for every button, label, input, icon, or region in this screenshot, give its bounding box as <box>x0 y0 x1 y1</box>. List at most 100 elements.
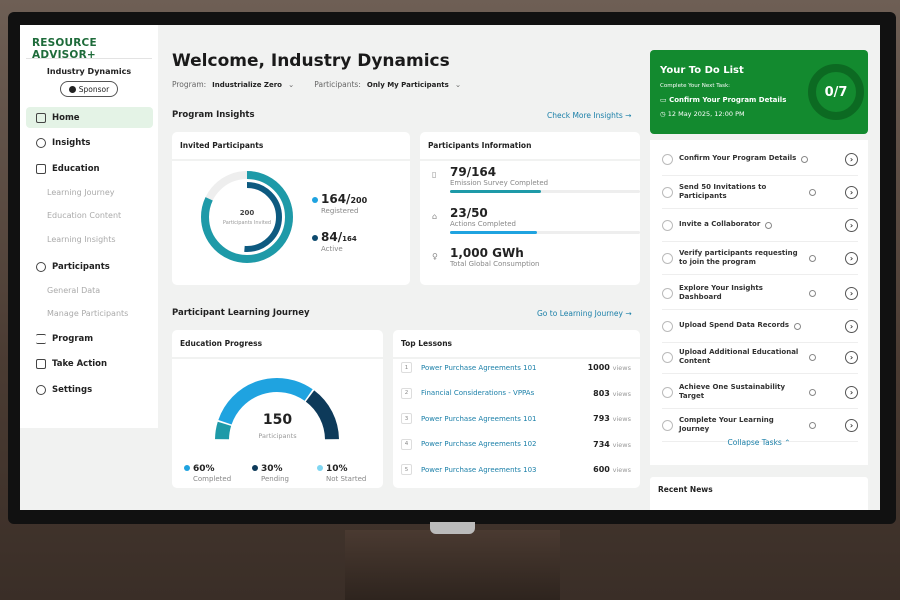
invited-participants-card: Invited Participants 200 Participants In… <box>172 132 410 285</box>
lesson-title[interactable]: Power Purchase Agreements 101 <box>421 414 537 423</box>
chevron-right-icon[interactable]: › <box>845 418 858 432</box>
lesson-row[interactable]: 3 Power Purchase Agreements 101 793 views <box>401 413 631 424</box>
help-icon[interactable] <box>809 188 816 196</box>
check-more-insights-link[interactable]: Check More Insights → <box>547 111 632 120</box>
task-checkbox[interactable] <box>662 419 673 431</box>
todo-header: Your To Do List Complete Your Next Task:… <box>650 50 868 134</box>
task-checkbox[interactable] <box>662 287 673 299</box>
chevron-right-icon[interactable]: › <box>845 385 858 399</box>
sidebar-sub-education-content[interactable]: Education Content <box>47 211 122 220</box>
sidebar-item-home[interactable]: Home <box>26 107 153 128</box>
participants-select[interactable]: Only My Participants <box>366 80 449 89</box>
lesson-row[interactable]: 1 Power Purchase Agreements 101 1000 views <box>401 362 631 373</box>
task-label: Achieve One Sustainability Target <box>679 382 786 400</box>
lesson-title[interactable]: Power Purchase Agreements 103 <box>421 465 537 474</box>
task-checkbox[interactable] <box>662 252 673 264</box>
chevron-right-icon[interactable]: › <box>845 218 858 232</box>
legend-not-started: 10% Not Started <box>317 456 366 483</box>
gauge-not-started <box>215 421 232 440</box>
todo-progress-ring: 0/7 <box>808 64 864 120</box>
sidebar-item-participants[interactable]: Participants <box>26 256 153 277</box>
card-title: Education Progress <box>172 330 383 359</box>
sidebar-sub-general-data[interactable]: General Data <box>47 286 101 295</box>
help-icon[interactable] <box>809 254 816 262</box>
learning-journey-heading: Participant Learning Journey <box>172 308 310 318</box>
chevron-down-icon[interactable]: ⌄ <box>454 80 462 89</box>
task-checkbox[interactable] <box>662 351 673 363</box>
card-title: Top Lessons <box>393 330 640 359</box>
invited-donut-chart: 200 <box>201 171 293 263</box>
gauge-center-label: Participants <box>258 432 297 440</box>
sidebar-sub-learning-insights[interactable]: Learning Insights <box>47 235 116 244</box>
help-icon[interactable] <box>809 289 816 297</box>
todo-task[interactable]: Achieve One Sustainability Target › <box>662 376 858 409</box>
task-checkbox[interactable] <box>662 219 673 231</box>
go-to-learning-journey-link[interactable]: Go to Learning Journey → <box>537 309 632 318</box>
task-checkbox[interactable] <box>662 386 673 398</box>
info-item: 23/50 Actions Completed <box>450 206 640 234</box>
todo-task[interactable]: Confirm Your Program Details › <box>662 143 858 176</box>
lesson-views: 734 views <box>593 439 631 449</box>
card-title: Invited Participants <box>172 132 410 161</box>
todo-task[interactable]: Invite a Collaborator › <box>662 209 858 242</box>
gauge-center-value: 150 <box>262 412 293 428</box>
help-icon[interactable] <box>809 388 816 396</box>
sidebar-sub-learning-journey[interactable]: Learning Journey <box>47 188 115 197</box>
active-stat: 84/164 Active <box>312 226 357 253</box>
help-icon[interactable] <box>809 421 816 429</box>
survey-icon: ▯ <box>432 170 437 179</box>
todo-task[interactable]: Complete Your Learning Journey › <box>662 409 858 442</box>
task-checkbox[interactable] <box>662 153 673 165</box>
lesson-row[interactable]: 5 Power Purchase Agreements 103 600 views <box>401 464 631 475</box>
sidebar-item-settings[interactable]: Settings <box>26 379 153 400</box>
donut-center-label: Participants Invited <box>222 220 272 226</box>
collapse-tasks-button[interactable]: Collapse Tasks ⌃ <box>727 438 791 447</box>
sidebar-sub-manage-participants[interactable]: Manage Participants <box>47 309 129 318</box>
role-badge[interactable]: Sponsor <box>60 81 118 97</box>
sidebar-item-take-action[interactable]: Take Action <box>26 353 153 374</box>
sidebar-item-education[interactable]: Education <box>26 158 153 179</box>
lesson-row[interactable]: 2 Financial Considerations - VPPAs 803 vie… <box>401 387 631 399</box>
chevron-right-icon[interactable]: › <box>845 251 858 265</box>
todo-task[interactable]: Upload Additional Educational Content › <box>662 341 858 374</box>
chevron-right-icon[interactable]: › <box>845 185 858 199</box>
sidebar: RESOURCE ADVISOR+ Industry Dynamics Spon… <box>20 25 158 428</box>
list-icon <box>36 333 46 344</box>
task-checkbox[interactable] <box>662 320 673 332</box>
chevron-right-icon[interactable]: › <box>845 350 858 364</box>
help-icon[interactable] <box>765 221 773 229</box>
book-icon <box>36 163 46 174</box>
lesson-title[interactable]: Power Purchase Agreements 101 <box>421 363 537 372</box>
todo-task[interactable]: Explore Your Insights Dashboard › <box>662 277 858 310</box>
chevron-right-icon[interactable]: › <box>845 319 858 333</box>
help-icon[interactable] <box>794 322 802 330</box>
sidebar-item-program[interactable]: Program <box>26 328 153 349</box>
chevron-right-icon[interactable]: › <box>845 286 858 300</box>
task-label: Upload Additional Educational Content <box>679 347 799 365</box>
filters: Program: Industrialize Zero ⌄ Participant… <box>172 80 462 89</box>
lesson-title[interactable]: Power Purchase Agreements 102 <box>421 440 537 448</box>
help-icon[interactable] <box>801 155 809 163</box>
chevron-down-icon[interactable]: ⌄ <box>287 80 295 89</box>
sidebar-item-insights[interactable]: Insights <box>26 132 153 153</box>
lesson-rank: 5 <box>401 464 412 475</box>
page-title: Welcome, Industry Dynamics <box>172 51 450 71</box>
todo-task[interactable]: Upload Spend Data Records › <box>662 310 858 343</box>
legend-completed: 60% Completed <box>184 456 231 483</box>
lesson-row[interactable]: 4 Power Purchase Agreements 102 734 views <box>401 438 631 450</box>
next-task-link[interactable]: ▭ Confirm Your Program Details <box>660 96 787 104</box>
registered-stat: 164/200 Registered <box>312 188 367 215</box>
help-icon[interactable] <box>809 353 816 361</box>
todo-list: Confirm Your Program Details › Send 50 Inv… <box>650 140 868 465</box>
program-select[interactable]: Industrialize Zero <box>212 80 282 89</box>
lesson-title[interactable]: Financial Considerations - VPPAs <box>421 389 535 397</box>
todo-task[interactable]: Verify participants requesting to join t… <box>662 242 858 275</box>
lesson-views: 803 views <box>593 388 631 398</box>
task-label: Explore Your Insights Dashboard <box>679 283 763 301</box>
lesson-rank: 1 <box>401 362 412 373</box>
chevron-right-icon[interactable]: › <box>845 152 858 166</box>
task-checkbox[interactable] <box>662 186 673 198</box>
gauge-completed <box>218 378 313 425</box>
sponsor-icon <box>68 85 76 93</box>
todo-task[interactable]: Send 50 Invitations to Participants › <box>662 176 858 209</box>
